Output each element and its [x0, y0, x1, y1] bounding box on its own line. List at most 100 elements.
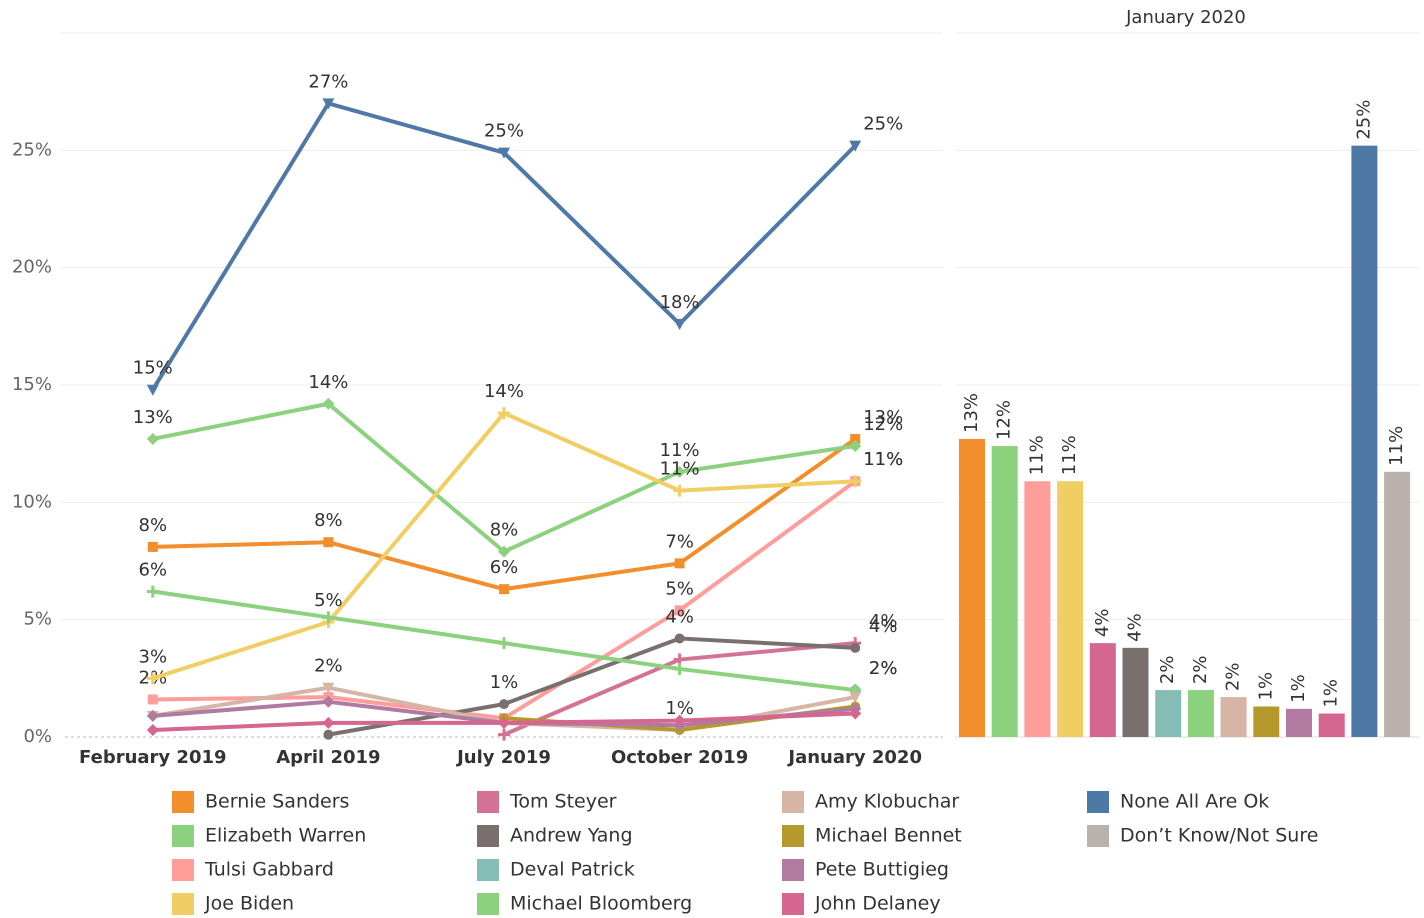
- data-label: 8%: [490, 520, 519, 541]
- marker: [147, 541, 158, 552]
- legend-swatch: [782, 859, 804, 881]
- data-label: 25%: [1353, 100, 1374, 140]
- legend-swatch: [172, 859, 194, 881]
- marker: [849, 707, 862, 720]
- legend-swatch: [477, 893, 499, 915]
- marker: [322, 98, 335, 110]
- data-label: 3%: [139, 646, 168, 667]
- data-label: 11%: [1059, 435, 1080, 475]
- marker: [849, 475, 862, 488]
- marker: [146, 672, 159, 685]
- bar: [1220, 697, 1247, 737]
- legend-label: Don’t Know/Not Sure: [1120, 825, 1318, 847]
- legend-swatch: [477, 825, 499, 847]
- y-tick-label: 0%: [23, 726, 52, 747]
- marker: [498, 728, 510, 741]
- data-label: 13%: [961, 393, 982, 433]
- legend-swatch: [782, 825, 804, 847]
- legend-swatch: [172, 791, 194, 813]
- data-label: 2%: [314, 656, 343, 677]
- legend-swatch: [477, 859, 499, 881]
- data-label: 1%: [1321, 679, 1342, 708]
- x-tick-label: April 2019: [276, 747, 380, 768]
- marker: [674, 558, 685, 569]
- marker: [498, 716, 510, 729]
- data-label: 13%: [133, 407, 173, 428]
- legend-label: Tulsi Gabbard: [204, 859, 334, 881]
- bar: [1057, 481, 1084, 737]
- marker: [322, 682, 335, 694]
- data-label: 4%: [869, 616, 898, 637]
- marker: [498, 545, 510, 558]
- marker: [146, 709, 159, 722]
- bar: [1122, 647, 1149, 737]
- marker: [673, 484, 686, 497]
- bar: [1089, 643, 1116, 737]
- legend-label: Bernie Sanders: [205, 791, 349, 813]
- marker: [146, 432, 159, 445]
- data-label: 6%: [490, 557, 519, 578]
- data-label: 11%: [1026, 435, 1047, 475]
- data-label: 27%: [308, 71, 348, 92]
- marker: [146, 585, 159, 598]
- bar: [1253, 706, 1280, 737]
- series-line: [151, 101, 857, 391]
- marker: [146, 384, 159, 396]
- bar: [1187, 690, 1214, 737]
- legend-swatch: [782, 791, 804, 813]
- data-label: 18%: [660, 292, 700, 313]
- legend-label: Deval Patrick: [510, 859, 635, 881]
- marker: [323, 537, 334, 548]
- legend-label: Pete Buttigieg: [815, 859, 949, 881]
- legend-swatch: [172, 825, 194, 847]
- data-label: 5%: [314, 590, 343, 611]
- marker: [850, 642, 861, 653]
- marker: [674, 633, 685, 644]
- marker: [849, 440, 862, 453]
- data-label: 11%: [863, 449, 903, 470]
- bar: [1351, 145, 1378, 737]
- legend-swatch: [172, 893, 194, 915]
- data-label: 4%: [1125, 613, 1146, 642]
- data-label: 14%: [484, 381, 524, 402]
- y-tick-label: 20%: [12, 257, 52, 278]
- data-label: 13%: [863, 407, 903, 428]
- data-label: 14%: [308, 372, 348, 393]
- legend-label: John Delaney: [814, 893, 941, 915]
- marker: [498, 637, 510, 650]
- bar: [991, 446, 1018, 737]
- marker: [850, 433, 861, 444]
- data-label: 2%: [1190, 656, 1211, 685]
- legend-label: Michael Bloomberg: [510, 893, 692, 915]
- data-label: 5%: [665, 578, 694, 599]
- bar: [1384, 471, 1411, 737]
- data-label: 2%: [1157, 656, 1178, 685]
- y-tick-label: 5%: [23, 609, 52, 630]
- data-label: 1%: [665, 698, 694, 719]
- data-label: 6%: [139, 560, 168, 581]
- marker: [499, 699, 509, 710]
- legend-label: Michael Bennet: [815, 825, 962, 847]
- marker: [673, 465, 686, 478]
- data-label: 4%: [665, 606, 694, 627]
- x-tick-label: February 2019: [79, 747, 226, 768]
- marker: [322, 397, 335, 410]
- y-tick-label: 10%: [12, 491, 52, 512]
- data-label: 4%: [869, 611, 898, 632]
- marker: [674, 605, 685, 616]
- data-label: 2%: [869, 658, 898, 679]
- marker: [322, 716, 335, 729]
- x-tick-label: January 2020: [786, 747, 922, 768]
- marker: [673, 662, 686, 675]
- y-tick-label: 25%: [12, 139, 52, 160]
- data-label: 1%: [1255, 672, 1276, 701]
- series-line: [328, 636, 856, 737]
- bar: [1286, 708, 1312, 737]
- marker: [673, 318, 686, 330]
- data-label: 25%: [484, 121, 524, 142]
- bar: [1318, 713, 1345, 737]
- data-label: 15%: [133, 358, 173, 379]
- legend-label: Joe Biden: [204, 893, 294, 915]
- y-tick-label: 15%: [12, 374, 52, 395]
- marker: [849, 140, 862, 152]
